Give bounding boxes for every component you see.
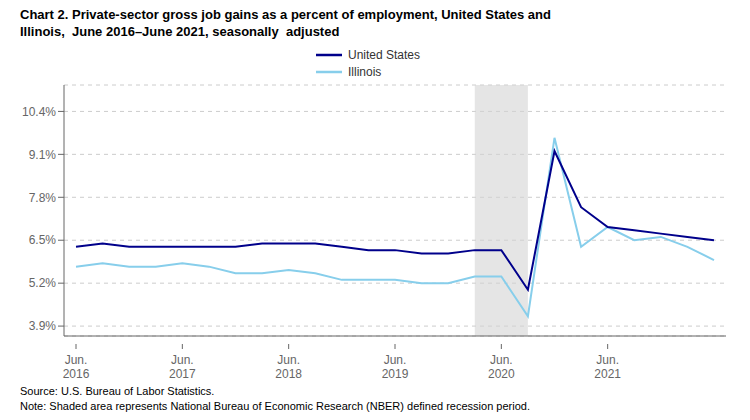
html-text:United States: United States xyxy=(348,48,420,62)
html-text:Note: Shaded area represents N: Note: Shaded area represents National Bu… xyxy=(20,400,530,412)
svg-text:5.2%: 5.2% xyxy=(29,276,57,290)
html-text:Chart 2. Private-sector gross: Chart 2. Private-sector gross job gains … xyxy=(20,7,551,39)
svg-text:Jun.2016: Jun.2016 xyxy=(63,353,90,381)
svg-text:3.9%: 3.9% xyxy=(29,319,57,333)
svg-text:Jun.2019: Jun.2019 xyxy=(382,353,409,381)
svg-text:9.1%: 9.1% xyxy=(29,148,57,162)
svg-text:Jun.2017: Jun.2017 xyxy=(169,353,196,381)
html-text:Illinois: Illinois xyxy=(348,65,382,79)
svg-text:6.5%: 6.5% xyxy=(29,233,57,247)
svg-text:7.8%: 7.8% xyxy=(29,191,57,205)
svg-text:Jun.2020: Jun.2020 xyxy=(488,353,515,381)
svg-text:Jun.2021: Jun.2021 xyxy=(594,353,621,381)
svg-text:Jun.2018: Jun.2018 xyxy=(275,353,302,381)
svg-text:10.4%: 10.4% xyxy=(22,105,56,119)
html-text:Source: U.S. Bureau of Labor S: Source: U.S. Bureau of Labor Statistics. xyxy=(20,385,215,397)
